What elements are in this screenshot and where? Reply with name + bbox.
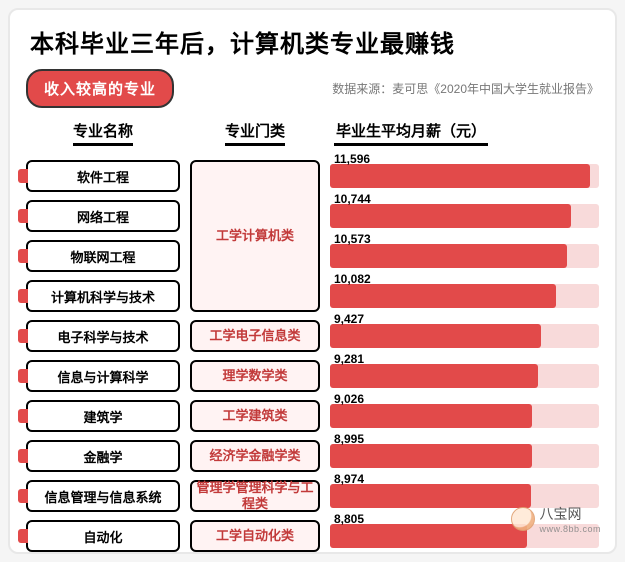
column-category: 专业门类 工学计算机类工学电子信息类理学数学类工学建筑类经济学金融学类管理学管理… — [190, 120, 320, 556]
table-row: 9,427 — [330, 316, 599, 356]
source-text: 麦可思《2020年中国大学生就业报告》 — [392, 82, 599, 96]
table-row: 工学计算机类 — [190, 156, 320, 316]
table-row: 网络工程 — [26, 196, 180, 236]
salary-value: 10,744 — [334, 192, 371, 206]
table-row: 软件工程 — [26, 156, 180, 196]
table-row: 8,995 — [330, 436, 599, 476]
category-cell: 理学数学类 — [190, 360, 320, 392]
table-columns: 专业名称 软件工程网络工程物联网工程计算机科学与技术电子科学与技术信息与计算科学… — [26, 120, 599, 556]
category-cell: 工学自动化类 — [190, 520, 320, 552]
salary-value: 8,805 — [334, 512, 364, 526]
table-row: 自动化 — [26, 516, 180, 556]
table-row: 经济学金融学类 — [190, 436, 320, 476]
table-row: 工学建筑类 — [190, 396, 320, 436]
category-cell: 工学建筑类 — [190, 400, 320, 432]
table-row: 10,744 — [330, 196, 599, 236]
salary-value: 10,573 — [334, 232, 371, 246]
main-title: 本科毕业三年后，计算机类专业最赚钱 — [26, 24, 599, 59]
major-cell: 物联网工程 — [26, 240, 180, 272]
major-cell: 电子科学与技术 — [26, 320, 180, 352]
header-salary: 毕业生平均月薪（元） — [334, 120, 488, 146]
subtitle-row: 收入较高的专业 数据来源：麦可思《2020年中国大学生就业报告》 — [26, 69, 599, 108]
table-row: 金融学 — [26, 436, 180, 476]
table-row: 11,596 — [330, 156, 599, 196]
major-cell: 软件工程 — [26, 160, 180, 192]
salary-bar: 9,026 — [330, 400, 599, 432]
table-row: 9,026 — [330, 396, 599, 436]
table-row: 10,573 — [330, 236, 599, 276]
major-cell: 建筑学 — [26, 400, 180, 432]
table-row: 计算机科学与技术 — [26, 276, 180, 316]
category-cell: 工学电子信息类 — [190, 320, 320, 352]
source-prefix: 数据来源： — [332, 82, 392, 96]
table-row: 电子科学与技术 — [26, 316, 180, 356]
table-row: 理学数学类 — [190, 356, 320, 396]
table-row: 工学自动化类 — [190, 516, 320, 556]
salary-value: 9,026 — [334, 392, 364, 406]
major-cell: 信息管理与信息系统 — [26, 480, 180, 512]
header-category: 专业门类 — [225, 120, 285, 146]
table-row: 信息管理与信息系统 — [26, 476, 180, 516]
category-cell: 管理学管理科学与工程类 — [190, 480, 320, 512]
table-row: 信息与计算科学 — [26, 356, 180, 396]
salary-value: 10,082 — [334, 272, 371, 286]
table-row: 10,082 — [330, 276, 599, 316]
data-source: 数据来源：麦可思《2020年中国大学生就业报告》 — [332, 80, 599, 97]
column-major: 专业名称 软件工程网络工程物联网工程计算机科学与技术电子科学与技术信息与计算科学… — [26, 120, 180, 556]
table-row: 管理学管理科学与工程类 — [190, 476, 320, 516]
salary-bar: 9,281 — [330, 360, 599, 392]
major-cell: 网络工程 — [26, 200, 180, 232]
infographic-card: 本科毕业三年后，计算机类专业最赚钱 收入较高的专业 数据来源：麦可思《2020年… — [8, 8, 617, 554]
major-cell: 计算机科学与技术 — [26, 280, 180, 312]
header-major: 专业名称 — [73, 120, 133, 146]
salary-bar: 10,744 — [330, 200, 599, 232]
salary-value: 9,427 — [334, 312, 364, 326]
salary-bar: 11,596 — [330, 160, 599, 192]
major-cell: 金融学 — [26, 440, 180, 472]
salary-value: 8,995 — [334, 432, 364, 446]
watermark-url: www.8bb.com — [539, 524, 601, 534]
watermark: 八宝网 www.8bb.com — [511, 504, 601, 534]
salary-bar: 8,995 — [330, 440, 599, 472]
category-cell: 工学计算机类 — [190, 160, 320, 312]
table-row: 建筑学 — [26, 396, 180, 436]
salary-value: 8,974 — [334, 472, 364, 486]
major-cell: 自动化 — [26, 520, 180, 552]
salary-bar: 10,082 — [330, 280, 599, 312]
salary-value: 11,596 — [334, 152, 370, 166]
salary-value: 9,281 — [334, 352, 364, 366]
table-row: 工学电子信息类 — [190, 316, 320, 356]
column-salary: 毕业生平均月薪（元） 11,59610,74410,57310,0829,427… — [330, 120, 599, 556]
section-badge: 收入较高的专业 — [26, 69, 174, 108]
table-row: 9,281 — [330, 356, 599, 396]
watermark-name: 八宝网 — [539, 506, 581, 522]
salary-bar: 10,573 — [330, 240, 599, 272]
watermark-logo-icon — [511, 507, 535, 531]
category-cell: 经济学金融学类 — [190, 440, 320, 472]
major-cell: 信息与计算科学 — [26, 360, 180, 392]
salary-bar: 9,427 — [330, 320, 599, 352]
table-row: 物联网工程 — [26, 236, 180, 276]
